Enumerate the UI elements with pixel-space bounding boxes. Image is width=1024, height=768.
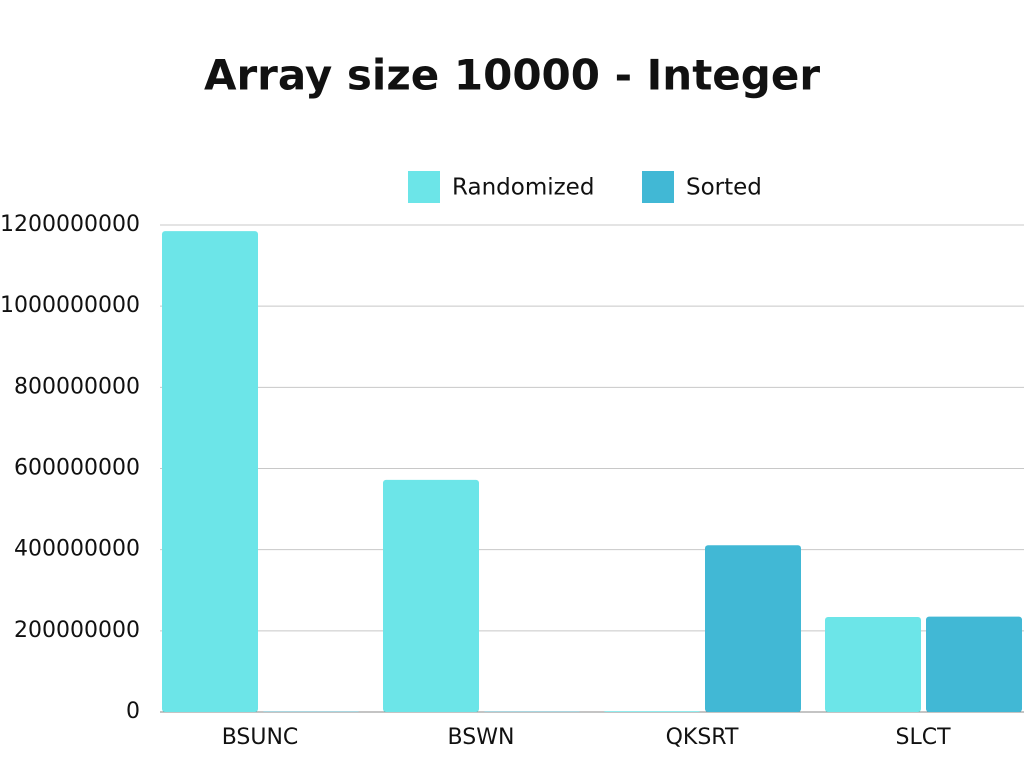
legend-label: Randomized (452, 175, 594, 201)
y-tick-label: 1200000000 (0, 212, 140, 237)
legend-swatch (408, 171, 440, 203)
bar (383, 479, 479, 712)
bar (926, 616, 1022, 712)
legend-swatch (642, 171, 674, 203)
y-tick-label: 1000000000 (0, 293, 140, 318)
y-tick-label: 800000000 (14, 374, 140, 399)
y-tick-label: 600000000 (14, 456, 140, 481)
x-tick-label: BSUNC (222, 725, 299, 750)
bar (604, 711, 700, 712)
x-tick-label: SLCT (895, 725, 951, 750)
x-tick-label: BSWN (448, 725, 515, 750)
y-tick-label: 200000000 (14, 618, 140, 643)
legend-label: Sorted (686, 175, 762, 201)
x-tick-label: QKSRT (666, 725, 739, 750)
bar (162, 231, 258, 712)
y-tick-label: 400000000 (14, 537, 140, 562)
y-tick-label: 0 (126, 699, 140, 724)
chart-title: Array size 10000 - Integer (204, 51, 820, 100)
bar (825, 617, 921, 712)
bar (705, 545, 801, 712)
